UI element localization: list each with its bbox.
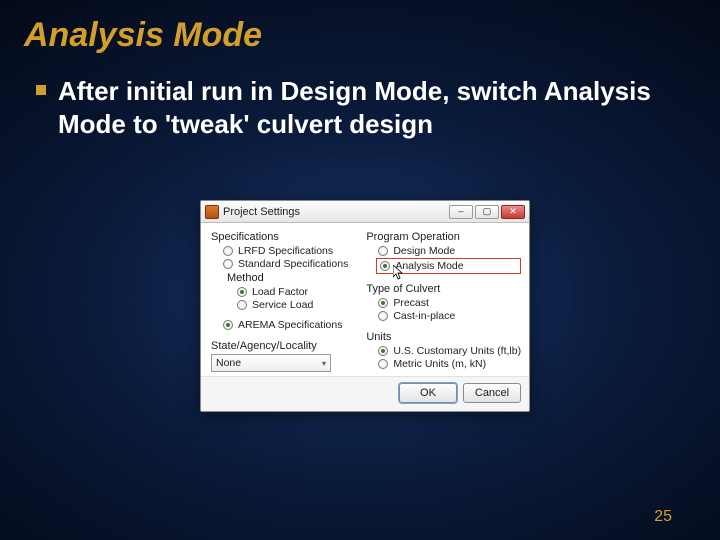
project-settings-dialog: Project Settings – ▢ ✕ Specifications LR… xyxy=(200,200,530,412)
units-label: Units xyxy=(366,331,521,343)
cancel-button[interactable]: Cancel xyxy=(463,383,521,403)
state-agency-label: State/Agency/Locality xyxy=(211,340,348,352)
radio-label: Metric Units (m, kN) xyxy=(393,358,486,370)
right-column: Program Operation Design Mode Analysis M… xyxy=(366,229,521,372)
radio-icon xyxy=(237,287,247,297)
combo-value: None xyxy=(216,357,241,369)
button-bar: OK Cancel xyxy=(201,376,529,411)
radio-icon xyxy=(378,246,388,256)
radio-label: U.S. Customary Units (ft,lb) xyxy=(393,345,521,357)
radio-us-units[interactable]: U.S. Customary Units (ft,lb) xyxy=(378,345,521,357)
radio-label: AREMA Specifications xyxy=(238,319,342,331)
window-title: Project Settings xyxy=(223,206,449,218)
specifications-label: Specifications xyxy=(211,231,348,243)
analysis-mode-highlight[interactable]: Analysis Mode xyxy=(376,258,521,274)
radio-label: Load Factor xyxy=(252,286,308,298)
radio-metric-units[interactable]: Metric Units (m, kN) xyxy=(378,358,521,370)
radio-icon xyxy=(378,346,388,356)
maximize-button[interactable]: ▢ xyxy=(475,205,499,219)
app-icon xyxy=(205,205,219,219)
radio-icon xyxy=(237,300,247,310)
page-number: 25 xyxy=(654,508,672,526)
state-agency-combo[interactable]: None ▾ xyxy=(211,354,331,372)
radio-label: Standard Specifications xyxy=(238,258,348,270)
radio-label: Service Load xyxy=(252,299,313,311)
bullet-icon xyxy=(36,85,46,95)
radio-arema[interactable]: AREMA Specifications xyxy=(223,319,348,331)
radio-icon xyxy=(223,320,233,330)
radio-icon xyxy=(380,261,390,271)
chevron-down-icon: ▾ xyxy=(322,359,326,368)
radio-label: Precast xyxy=(393,297,429,309)
radio-service-load[interactable]: Service Load xyxy=(237,299,348,311)
radio-lrfd[interactable]: LRFD Specifications xyxy=(223,245,348,257)
ok-button[interactable]: OK xyxy=(399,383,457,403)
radio-cast-in-place[interactable]: Cast-in-place xyxy=(378,310,521,322)
radio-label: Analysis Mode xyxy=(395,260,463,272)
program-operation-label: Program Operation xyxy=(366,231,521,243)
radio-icon xyxy=(378,359,388,369)
radio-icon xyxy=(378,298,388,308)
left-column: Specifications LRFD Specifications Stand… xyxy=(211,229,348,372)
radio-label: LRFD Specifications xyxy=(238,245,333,257)
radio-icon xyxy=(378,311,388,321)
radio-load-factor[interactable]: Load Factor xyxy=(237,286,348,298)
close-button[interactable]: ✕ xyxy=(501,205,525,219)
minimize-button[interactable]: – xyxy=(449,205,473,219)
bullet-item: After initial run in Design Mode, switch… xyxy=(0,55,720,140)
slide-title: Analysis Mode xyxy=(0,0,720,55)
radio-standard[interactable]: Standard Specifications xyxy=(223,258,348,270)
radio-label: Cast-in-place xyxy=(393,310,455,322)
dialog-body: Specifications LRFD Specifications Stand… xyxy=(201,223,529,376)
radio-label: Design Mode xyxy=(393,245,455,257)
radio-precast[interactable]: Precast xyxy=(378,297,521,309)
radio-design-mode[interactable]: Design Mode xyxy=(378,245,521,257)
culvert-type-label: Type of Culvert xyxy=(366,283,521,295)
bullet-text: After initial run in Design Mode, switch… xyxy=(58,75,680,140)
method-label: Method xyxy=(227,272,348,284)
radio-icon xyxy=(223,259,233,269)
radio-icon xyxy=(223,246,233,256)
titlebar: Project Settings – ▢ ✕ xyxy=(201,201,529,223)
